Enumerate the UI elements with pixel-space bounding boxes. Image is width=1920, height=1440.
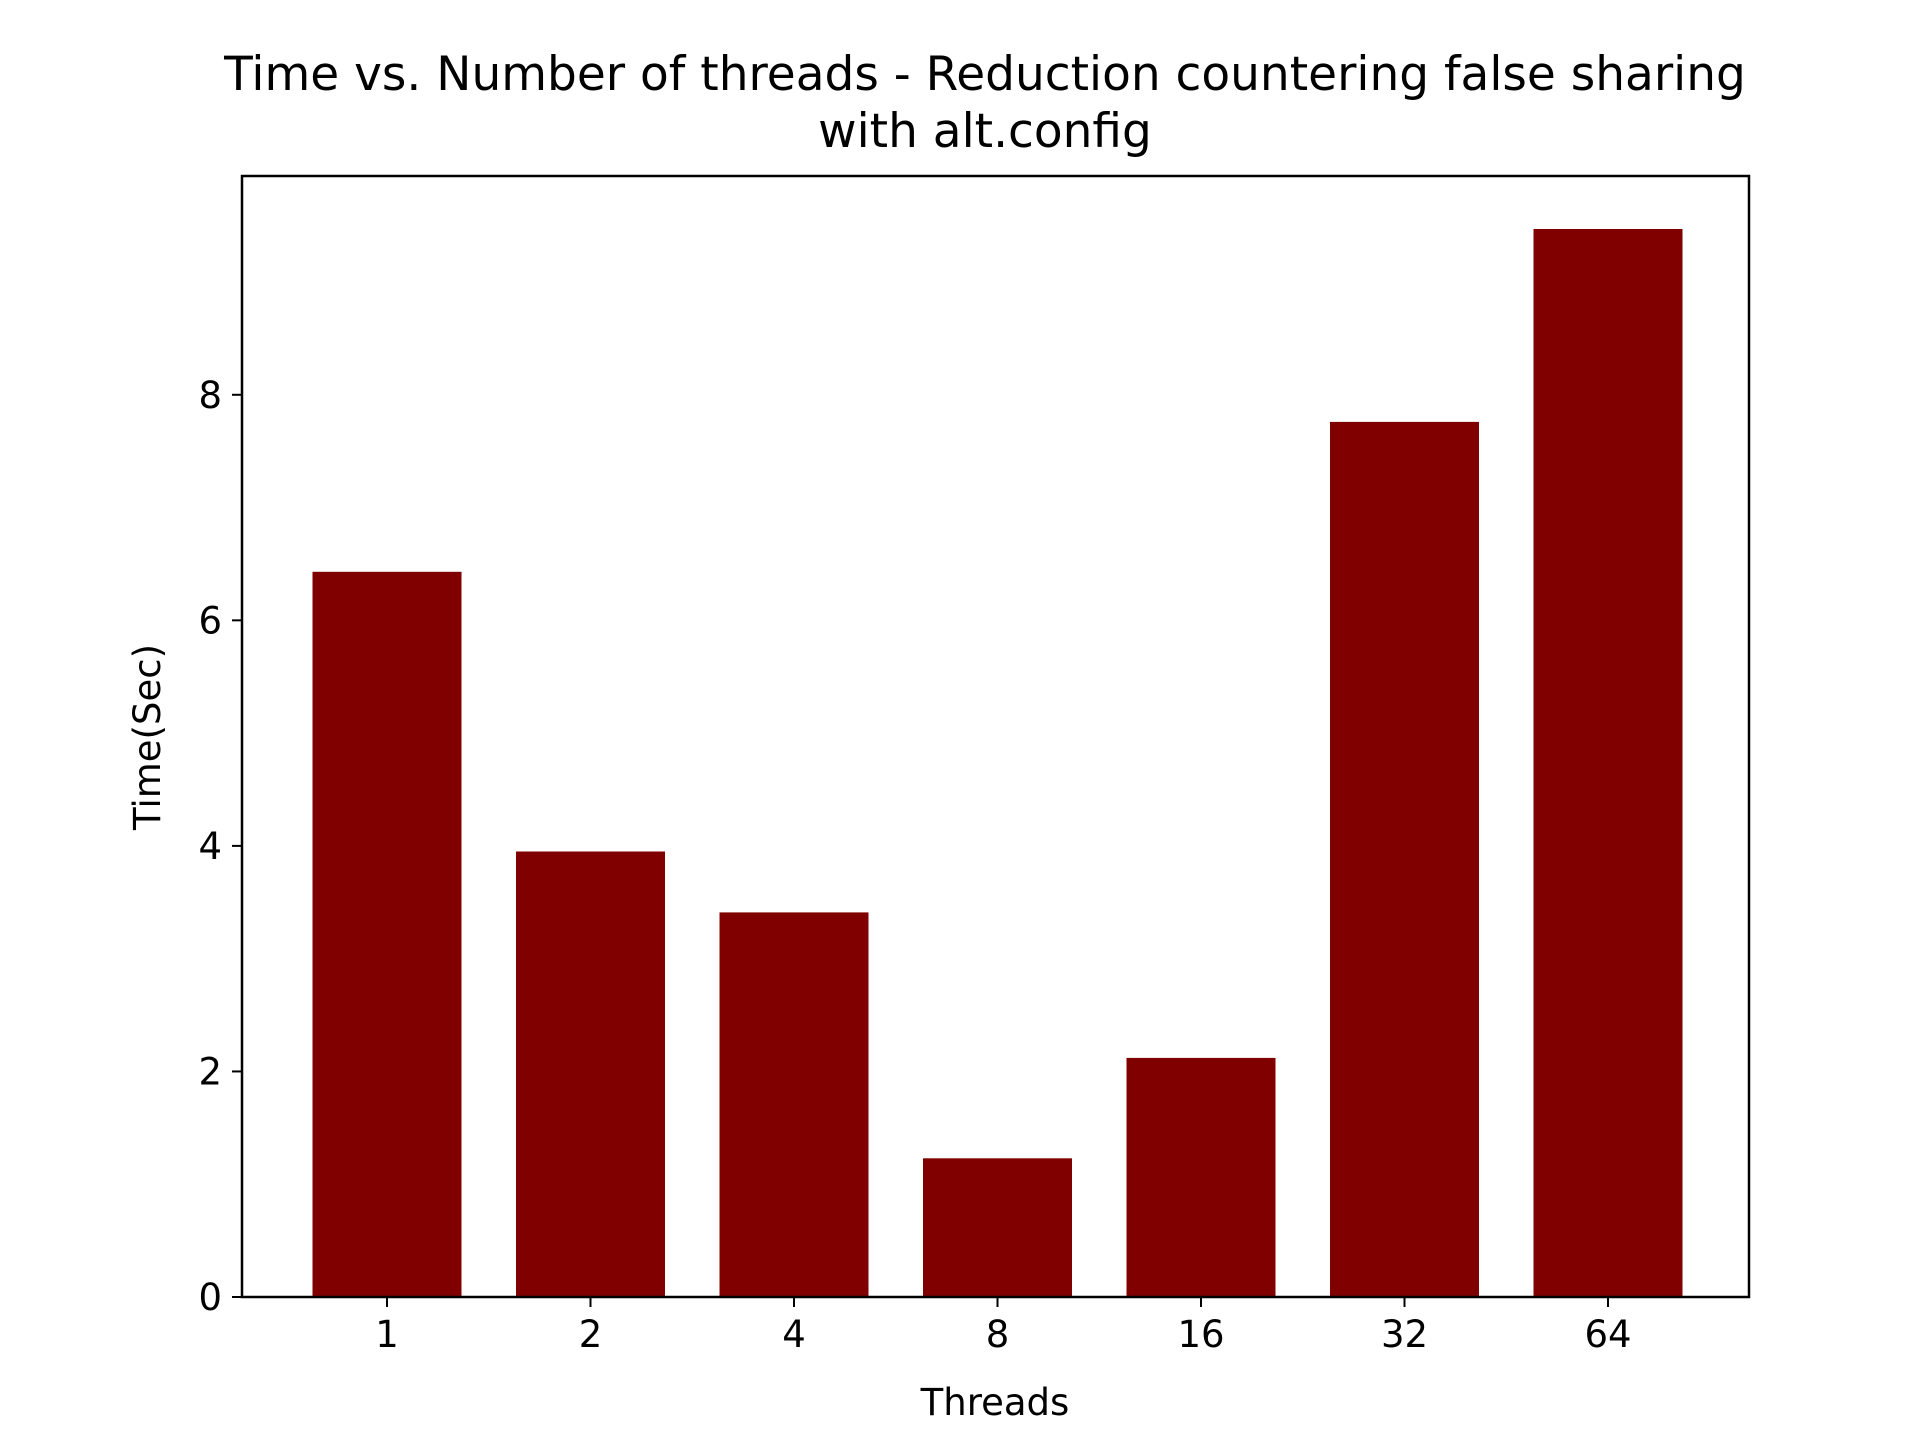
bar-64 xyxy=(1533,229,1683,1297)
x-tick-label-4: 4 xyxy=(782,1313,806,1356)
y-axis-ticks: 0 2 4 6 8 xyxy=(198,374,242,1319)
x-tick-label-8: 8 xyxy=(986,1313,1010,1356)
x-tick-label-64: 64 xyxy=(1584,1313,1631,1356)
y-tick-label-4: 4 xyxy=(198,825,222,868)
chart-title-line-2: with alt.config xyxy=(818,104,1152,159)
y-axis-label: Time(Sec) xyxy=(126,644,169,831)
plot-area-frame xyxy=(240,174,1751,1299)
bars-group xyxy=(312,229,1683,1297)
bar-16 xyxy=(1126,1057,1276,1297)
y-tick-label-2: 2 xyxy=(198,1050,222,1093)
x-tick-label-2: 2 xyxy=(579,1313,603,1356)
bar-8 xyxy=(923,1158,1072,1297)
bar-2 xyxy=(516,851,665,1297)
x-axis-ticks: 1 2 4 8 16 32 64 xyxy=(375,1297,1632,1356)
x-tick-label-16: 16 xyxy=(1177,1313,1224,1356)
x-axis-label: Threads xyxy=(920,1381,1070,1424)
bar-1 xyxy=(312,571,462,1297)
bar-32 xyxy=(1330,421,1479,1297)
chart-title-line-1: Time vs. Number of threads - Reduction c… xyxy=(223,47,1746,102)
x-tick-label-32: 32 xyxy=(1381,1313,1428,1356)
bar-4 xyxy=(719,912,869,1297)
x-tick-label-1: 1 xyxy=(375,1313,399,1356)
y-tick-label-8: 8 xyxy=(198,374,222,417)
y-tick-label-0: 0 xyxy=(198,1276,222,1319)
y-tick-label-6: 6 xyxy=(198,599,222,642)
